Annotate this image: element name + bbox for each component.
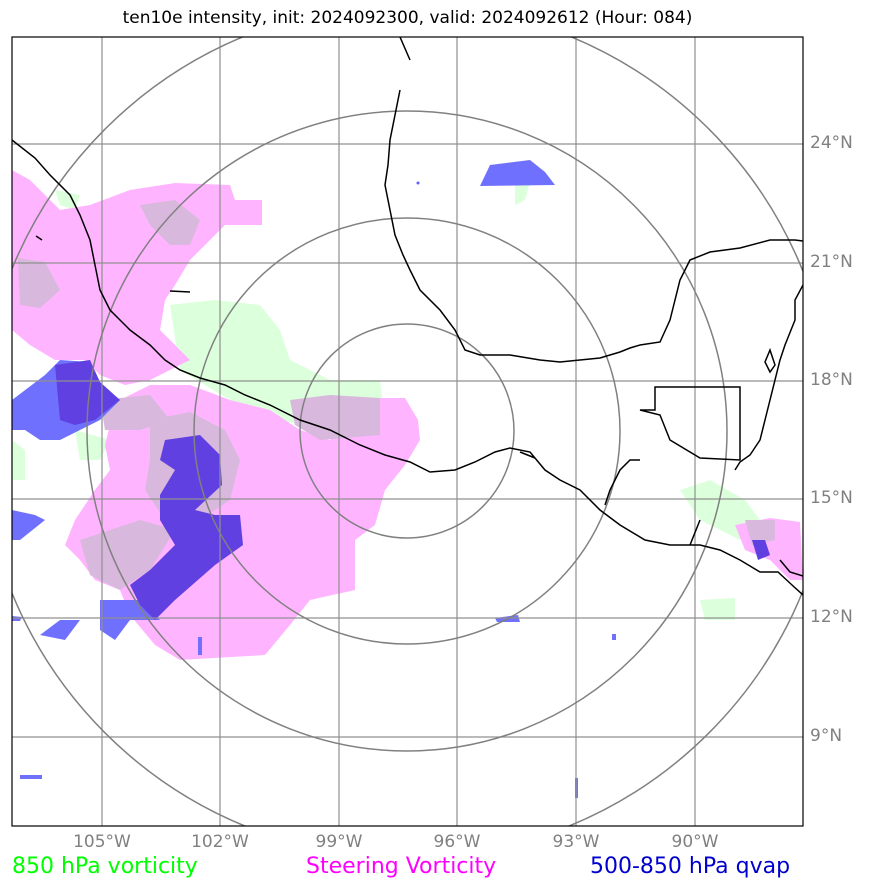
- qvap-overlap-field: [55, 360, 770, 620]
- coastlines: [12, 37, 803, 596]
- map-title: ten10e intensity, init: 2024092300, vali…: [122, 8, 693, 28]
- lat-label-24n: 24°N: [810, 133, 853, 153]
- legend-qvap: 500-850 hPa qvap: [590, 854, 791, 879]
- range-rings: [12, 37, 803, 826]
- lat-label-9n: 9°N: [810, 726, 843, 746]
- lon-label-105w: 105°W: [73, 832, 131, 852]
- lat-label-15n: 15°N: [810, 488, 853, 508]
- lon-label-99w: 99°W: [315, 832, 363, 852]
- lon-label-102w: 102°W: [191, 832, 249, 852]
- legend-850-vorticity: 850 hPa vorticity: [12, 854, 198, 879]
- lon-label-96w: 96°W: [433, 832, 481, 852]
- lat-label-21n: 21°N: [810, 252, 853, 272]
- lon-label-90w: 90°W: [671, 832, 719, 852]
- lon-label-93w: 93°W: [552, 832, 600, 852]
- lat-label-12n: 12°N: [810, 607, 853, 627]
- legend-steering-vorticity: Steering Vorticity: [306, 854, 497, 879]
- lat-label-18n: 18°N: [810, 370, 853, 390]
